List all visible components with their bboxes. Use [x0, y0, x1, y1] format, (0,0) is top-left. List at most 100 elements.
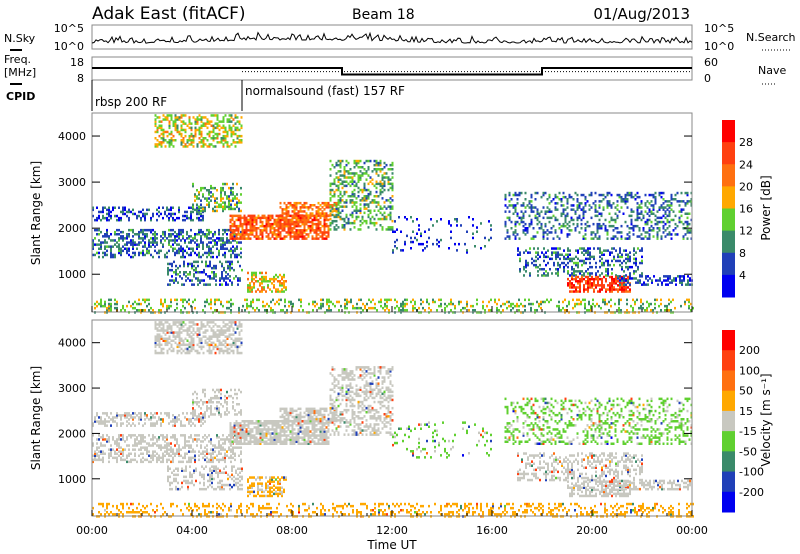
echo-cell	[558, 300, 560, 304]
echo-cell	[247, 218, 250, 222]
echo-cell	[255, 235, 258, 238]
echo-cell	[604, 229, 607, 232]
echo-cell	[632, 210, 635, 213]
echo-cell	[547, 272, 549, 275]
echo-cell	[258, 298, 260, 302]
echo-cell	[193, 268, 195, 272]
echo-cell	[190, 349, 193, 353]
echo-cell	[158, 141, 161, 144]
echo-cell	[542, 231, 545, 234]
echo-cell	[522, 224, 525, 228]
echo-cell	[669, 275, 671, 278]
echo-cell	[594, 214, 597, 218]
echo-cell	[420, 234, 422, 238]
echo-cell	[605, 280, 607, 283]
echo-cell	[216, 209, 218, 213]
echo-cell	[346, 300, 348, 304]
echo-cell	[171, 275, 173, 278]
echo-cell	[688, 212, 691, 215]
echo-cell	[154, 325, 157, 328]
echo-cell	[424, 247, 426, 250]
echo-cell	[136, 233, 138, 236]
echo-cell	[381, 174, 384, 177]
echo-cell	[668, 204, 671, 207]
echo-cell	[212, 193, 214, 196]
echo-cell	[566, 235, 569, 238]
echo-cell	[612, 229, 615, 232]
echo-cell	[599, 265, 601, 269]
echo-cell	[563, 270, 565, 273]
echo-cell	[222, 245, 224, 248]
echo-cell	[325, 222, 328, 226]
echo-cell	[654, 198, 657, 201]
echo-cell	[543, 274, 545, 277]
echo-cell	[325, 201, 328, 205]
echo-cell	[647, 283, 649, 286]
echo-cell	[140, 458, 142, 462]
echo-cell	[626, 191, 629, 195]
echo-cell	[601, 277, 603, 281]
echo-cell	[676, 224, 679, 228]
echo-cell	[220, 331, 223, 334]
echo-cell	[269, 227, 272, 230]
echo-cell	[138, 241, 140, 244]
echo-cell	[224, 126, 227, 130]
echo-cell	[641, 272, 643, 275]
echo-cell	[611, 251, 613, 254]
echo-cell	[122, 436, 124, 439]
echo-cell	[599, 277, 601, 281]
echo-cell	[359, 203, 362, 206]
echo-cell	[559, 263, 561, 267]
echo-cell	[644, 204, 647, 207]
echo-cell	[251, 216, 254, 220]
echo-cell	[166, 251, 168, 255]
echo-cell	[508, 218, 511, 222]
echo-cell	[114, 253, 116, 257]
echo-cell	[190, 444, 192, 447]
echo-cell	[218, 339, 221, 342]
echo-cell	[351, 215, 354, 219]
echo-cell	[154, 230, 156, 234]
echo-cell	[222, 241, 224, 244]
echo-cell	[652, 309, 654, 312]
echo-cell	[122, 245, 124, 248]
echo-cell	[247, 237, 250, 240]
echo-cell	[236, 116, 239, 119]
echo-cell	[494, 300, 496, 304]
echo-cell	[530, 208, 533, 211]
echo-cell	[301, 222, 304, 226]
echo-cell	[333, 190, 336, 194]
echo-cell	[564, 298, 566, 302]
echo-cell	[339, 161, 342, 165]
echo-cell	[625, 277, 627, 281]
echo-cell	[110, 247, 112, 250]
echo-cell	[188, 436, 190, 439]
echo-cell	[184, 452, 186, 455]
echo-cell	[591, 286, 593, 289]
echo-cell	[519, 259, 521, 263]
echo-cell	[301, 210, 304, 213]
echo-cell	[343, 217, 346, 221]
echo-cell	[160, 448, 162, 451]
echo-cell	[174, 114, 177, 117]
echo-cell	[281, 214, 284, 218]
echo-cell	[572, 306, 574, 310]
echo-cell	[184, 434, 186, 437]
echo-cell	[171, 262, 173, 266]
echo-cell	[652, 206, 655, 209]
echo-cell	[189, 262, 191, 266]
echo-cell	[183, 271, 185, 274]
echo-cell	[569, 259, 571, 263]
echo-cell	[185, 279, 187, 282]
echo-cell	[283, 275, 285, 279]
echo-cell	[315, 231, 318, 234]
freq-label: Freq.	[4, 53, 31, 66]
echo-cell	[504, 220, 507, 224]
echo-cell	[660, 216, 663, 220]
echo-cell	[385, 163, 388, 167]
echo-cell	[353, 221, 356, 225]
echo-cell	[203, 279, 205, 282]
echo-cell	[230, 114, 233, 117]
echo-cell	[180, 337, 183, 340]
echo-cell	[156, 452, 158, 455]
